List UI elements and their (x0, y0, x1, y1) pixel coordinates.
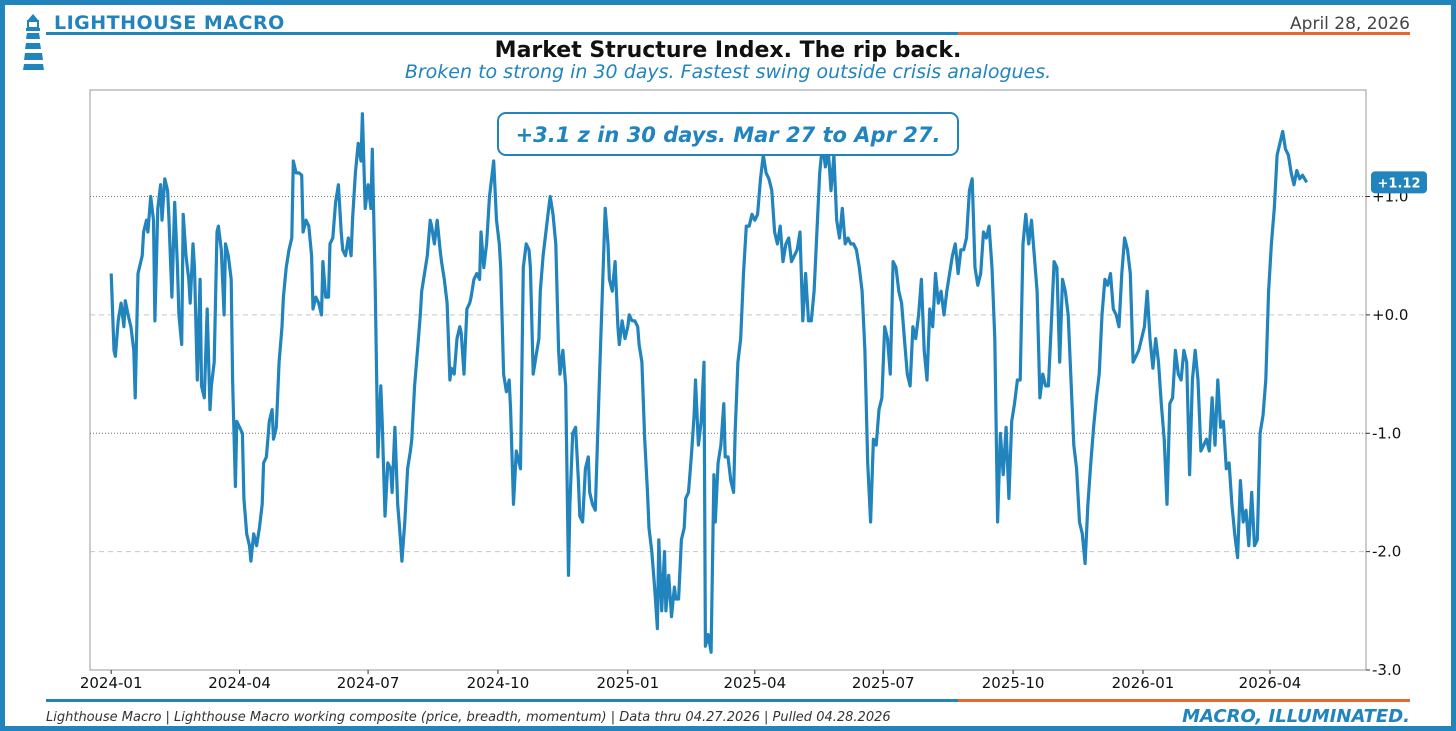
y-tick-label: -2.0 (1372, 543, 1401, 561)
lighthouse-icon (23, 14, 44, 70)
footer-tagline: MACRO, ILLUMINATED. (1182, 706, 1410, 727)
annotation-box (497, 112, 959, 156)
x-tick-label: 2026-01 (1112, 674, 1175, 692)
x-tick-label: 2025-01 (596, 674, 659, 692)
chart-title: Market Structure Index. The rip back. (494, 38, 962, 63)
x-tick-label: 2024-07 (337, 674, 400, 692)
y-tick-label: +0.0 (1372, 306, 1408, 324)
brand-name: LIGHTHOUSE MACRO (54, 12, 285, 34)
y-tick-label: -3.0 (1372, 661, 1401, 679)
chart-subtitle: Broken to strong in 30 days. Fastest swi… (404, 61, 1052, 83)
report-date: April 28, 2026 (1290, 14, 1410, 34)
series-line (109, 112, 1309, 654)
footer-source: Lighthouse Macro | Lighthouse Macro work… (46, 710, 891, 725)
x-tick-label: 2026-04 (1239, 674, 1302, 692)
last-value-label: +1.12 (1378, 176, 1421, 191)
x-tick-label: 2025-10 (982, 674, 1045, 692)
x-tick-label: 2024-10 (467, 674, 530, 692)
y-tick-label: -1.0 (1372, 424, 1401, 442)
x-tick-label: 2025-04 (723, 674, 786, 692)
plot-area (89, 89, 1367, 671)
last-value-tag (1371, 171, 1427, 194)
footer-rule (46, 699, 1410, 702)
x-tick-label: 2024-01 (80, 674, 143, 692)
annotation-text: +3.1 z in 30 days. Mar 27 to Apr 27. (516, 123, 941, 147)
x-tick-label: 2025-07 (852, 674, 915, 692)
x-tick-label: 2024-04 (208, 674, 271, 692)
header-rule (46, 32, 1410, 35)
